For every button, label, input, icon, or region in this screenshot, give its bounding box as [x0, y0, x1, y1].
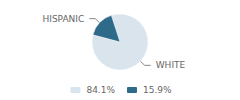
- svg-text:15.9%: 15.9%: [143, 85, 172, 95]
- svg-text:HISPANIC: HISPANIC: [42, 14, 84, 24]
- svg-text:WHITE: WHITE: [156, 60, 186, 70]
- svg-text:84.1%: 84.1%: [86, 85, 115, 95]
